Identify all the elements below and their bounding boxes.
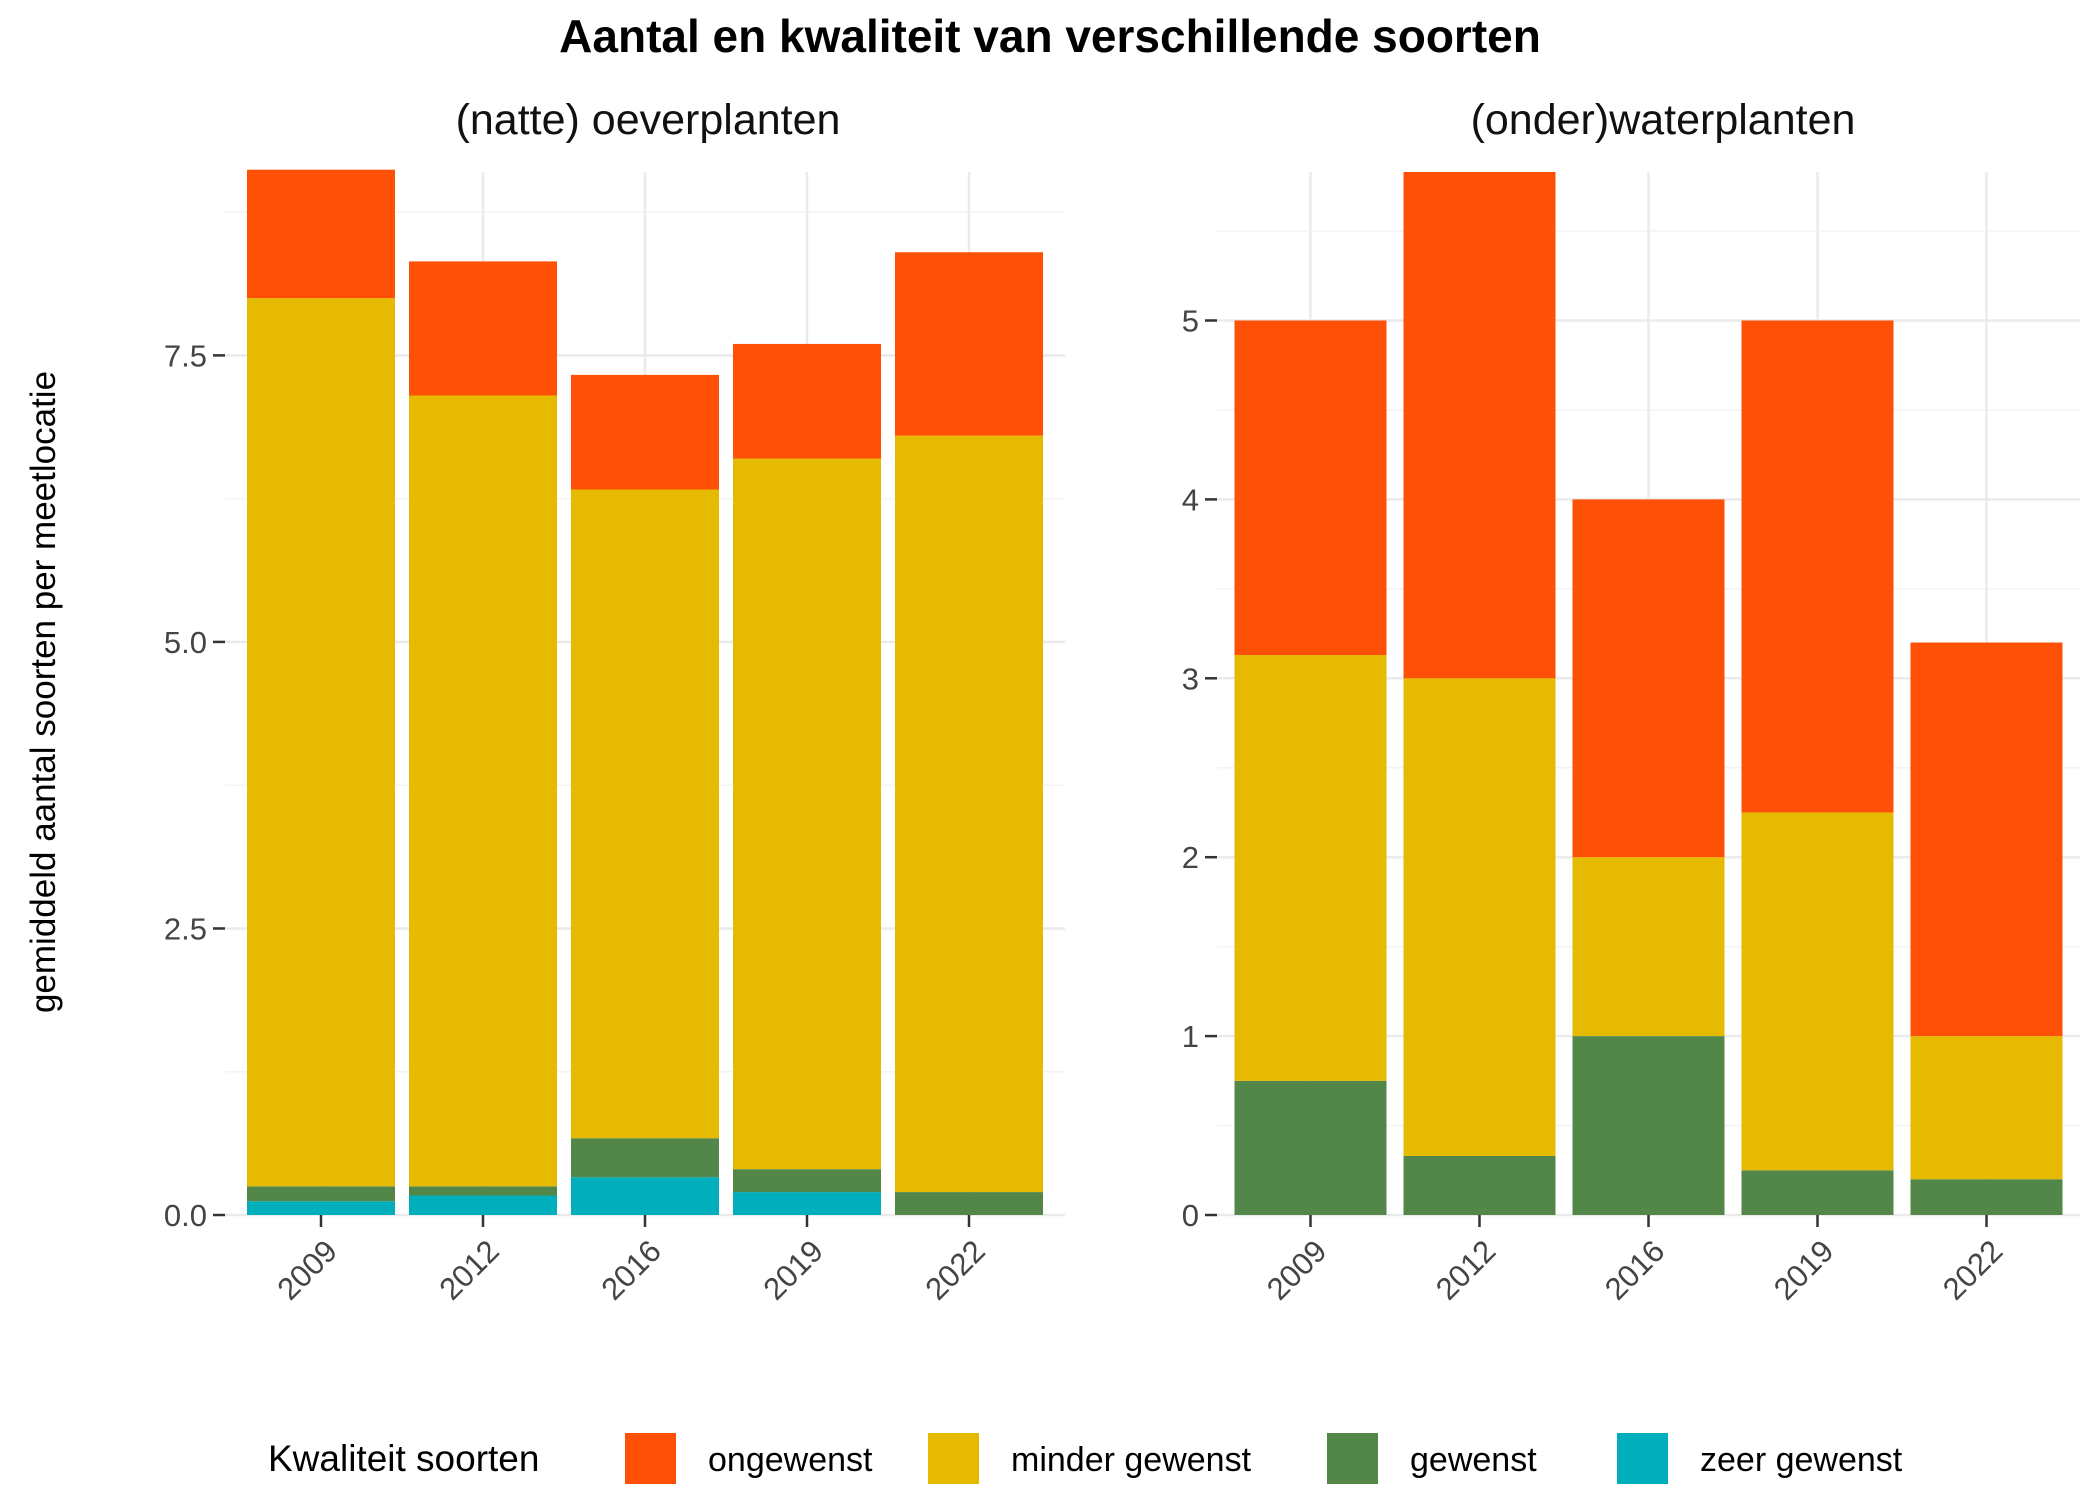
y-tick-label: 0 — [1182, 1198, 1199, 1233]
bar-oeverplanten-2009-ongewenst — [247, 169, 395, 299]
y-tick-label: 5.0 — [164, 625, 207, 660]
x-tick-label: 2012 — [432, 1233, 506, 1307]
x-axis-oeverplanten: 2009 2012 2016 2019 2022 — [270, 1215, 992, 1307]
legend: Kwaliteit soorten ongewenst minder gewens… — [268, 1433, 1903, 1484]
bar-waterplanten-2016-ongewenst — [1572, 499, 1725, 858]
bar-oeverplanten-2009-zeer-gewenst — [247, 1201, 395, 1215]
y-tick-label: 4 — [1182, 482, 1199, 517]
legend-label-zeer-gewenst: zeer gewenst — [1700, 1441, 1903, 1479]
bar-oeverplanten-2016-zeer-gewenst — [571, 1177, 719, 1215]
legend-key-minder-gewenst — [928, 1433, 979, 1484]
bar-oeverplanten-2022-gewenst — [895, 1192, 1043, 1215]
y-tick-label: 0.0 — [164, 1198, 207, 1233]
bar-waterplanten-2019-minder-gewenst — [1741, 812, 1894, 1171]
bar-waterplanten-2012-ongewenst — [1403, 172, 1556, 679]
bar-oeverplanten-2012-gewenst — [409, 1186, 557, 1196]
x-tick-label: 2019 — [1767, 1233, 1841, 1307]
bar-oeverplanten-2012-ongewenst — [409, 261, 557, 396]
legend-label-minder-gewenst: minder gewenst — [1011, 1441, 1252, 1479]
y-axis-oeverplanten: 0.0 2.5 5.0 7.5 — [164, 338, 225, 1233]
bar-waterplanten-2016-gewenst — [1572, 1036, 1725, 1215]
bar-oeverplanten-2009-gewenst — [247, 1186, 395, 1202]
bars-waterplanten — [1234, 172, 2063, 1215]
chart-title: Aantal en kwaliteit van verschillende so… — [559, 10, 1541, 62]
bar-waterplanten-2016-minder-gewenst — [1572, 857, 1725, 1037]
bar-oeverplanten-2012-minder-gewenst — [409, 395, 557, 1187]
y-tick-label: 1 — [1182, 1019, 1199, 1054]
bar-oeverplanten-2022-ongewenst — [895, 252, 1043, 436]
x-tick-label: 2022 — [918, 1233, 992, 1307]
bar-oeverplanten-2022-minder-gewenst — [895, 435, 1043, 1193]
bar-oeverplanten-2012-zeer-gewenst — [409, 1195, 557, 1215]
bar-oeverplanten-2016-ongewenst — [571, 374, 719, 490]
bar-waterplanten-2019-ongewenst — [1741, 320, 1894, 813]
bar-oeverplanten-2016-gewenst — [571, 1138, 719, 1178]
legend-key-zeer-gewenst — [1617, 1433, 1668, 1484]
bar-waterplanten-2009-ongewenst — [1234, 320, 1387, 656]
bar-waterplanten-2022-gewenst — [1910, 1179, 2063, 1215]
x-tick-label: 2016 — [1598, 1233, 1672, 1307]
bar-oeverplanten-2019-zeer-gewenst — [733, 1192, 881, 1215]
y-tick-label: 3 — [1182, 661, 1199, 696]
x-tick-label: 2009 — [270, 1233, 344, 1307]
panel-oeverplanten: (natte) oeverplanten 0.02.55.07.5 2009 20… — [164, 96, 1065, 1307]
x-tick-label: 2019 — [756, 1233, 830, 1307]
y-tick-label: 7.5 — [164, 338, 207, 373]
bar-waterplanten-2019-gewenst — [1741, 1170, 1894, 1215]
x-axis-waterplanten: 2009 2012 2016 2019 2022 — [1260, 1215, 2010, 1307]
bar-waterplanten-2009-minder-gewenst — [1234, 655, 1387, 1081]
bar-waterplanten-2012-gewenst — [1403, 1155, 1556, 1215]
y-tick-label: 2 — [1182, 840, 1199, 875]
bar-waterplanten-2012-minder-gewenst — [1403, 678, 1556, 1156]
x-tick-label: 2022 — [1936, 1233, 2010, 1307]
panel-title-oeverplanten: (natte) oeverplanten — [456, 96, 841, 144]
bar-oeverplanten-2019-ongewenst — [733, 343, 881, 459]
legend-title: Kwaliteit soorten — [268, 1438, 539, 1479]
y-tick-label: 5 — [1182, 303, 1199, 338]
bar-oeverplanten-2019-gewenst — [733, 1169, 881, 1193]
bar-oeverplanten-2016-minder-gewenst — [571, 489, 719, 1139]
x-tick-label: 2012 — [1429, 1233, 1503, 1307]
legend-key-ongewenst — [625, 1433, 676, 1484]
x-tick-label: 2009 — [1260, 1233, 1334, 1307]
y-axis-label: gemiddeld aantal soorten per meetlocatie — [24, 371, 63, 1013]
bar-waterplanten-2009-gewenst — [1234, 1080, 1387, 1215]
y-axis-waterplanten: 0 1 2 3 4 5 — [1182, 303, 1217, 1233]
legend-label-gewenst: gewenst — [1410, 1441, 1537, 1479]
bar-oeverplanten-2019-minder-gewenst — [733, 458, 881, 1170]
bar-oeverplanten-2009-minder-gewenst — [247, 298, 395, 1187]
x-tick-label: 2016 — [594, 1233, 668, 1307]
y-tick-label: 2.5 — [164, 911, 207, 946]
legend-key-gewenst — [1327, 1433, 1378, 1484]
panel-title-waterplanten: (onder)waterplanten — [1471, 96, 1856, 144]
bar-waterplanten-2022-minder-gewenst — [1910, 1036, 2063, 1180]
bar-waterplanten-2022-ongewenst — [1910, 642, 2063, 1037]
bars-oeverplanten — [247, 169, 1043, 1215]
legend-label-ongewenst: ongewenst — [708, 1441, 873, 1479]
